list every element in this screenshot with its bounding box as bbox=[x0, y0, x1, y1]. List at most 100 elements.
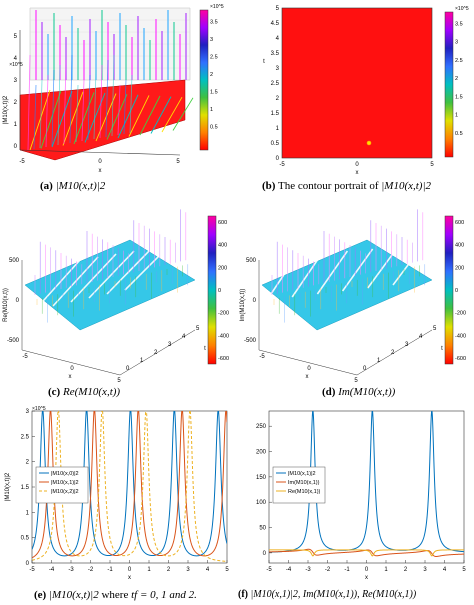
c-t-tick: 1 bbox=[140, 358, 144, 364]
f-y-tick: 250 bbox=[256, 424, 267, 430]
f-legend-entry: Im(M10(x,1)) bbox=[288, 480, 320, 486]
a-front-spike bbox=[105, 59, 109, 138]
caption-b-label: (b) bbox=[262, 180, 276, 192]
f-x-tick: -3 bbox=[305, 567, 311, 573]
d-z-label: Im(M10(x,t)) bbox=[240, 289, 246, 322]
a-colorbar-tick: 1.5 bbox=[210, 89, 218, 95]
b-y-tick: 1.5 bbox=[271, 111, 280, 117]
e-legend-entry: |M10(x,2)|2 bbox=[51, 489, 79, 495]
a-front-spike bbox=[51, 69, 55, 147]
c-colorbar-tick: -600 bbox=[218, 356, 229, 362]
e-x-tick: 1 bbox=[147, 567, 151, 573]
b-y-tick: 0.5 bbox=[271, 141, 280, 147]
a-x-tick: 5 bbox=[176, 159, 180, 165]
e-x-tick: 3 bbox=[186, 567, 190, 573]
f-y-tick: 200 bbox=[256, 450, 267, 456]
e-x-tick: 0 bbox=[128, 567, 132, 573]
d-colorbar-tick: -200 bbox=[455, 311, 466, 317]
b-colorbar-exponent: ×10^5 bbox=[455, 6, 469, 12]
a-front-spike bbox=[33, 84, 37, 150]
caption-e-tail: tf = 0, 1 and 2. bbox=[131, 589, 197, 601]
a-z-tick: 1 bbox=[14, 122, 18, 128]
c-x-axis bbox=[21, 349, 121, 376]
a-z-tick: 5 bbox=[14, 34, 18, 40]
c-colorbar-tick: 600 bbox=[218, 220, 227, 226]
a-front-spike bbox=[63, 59, 67, 145]
c-z-tick: 0 bbox=[16, 298, 20, 304]
e-legend-entry: |M10(x,0)|2 bbox=[51, 471, 79, 477]
caption-d-math: Im(M10(x,t)) bbox=[338, 386, 396, 398]
e-x-tick: -3 bbox=[68, 567, 74, 573]
a-front-spike bbox=[117, 84, 121, 136]
a-ridge bbox=[40, 90, 62, 149]
c-t-tick: 3 bbox=[168, 342, 172, 348]
a-ridge bbox=[128, 95, 150, 137]
c-z-tick: 500 bbox=[9, 258, 20, 264]
caption-a-math: |M10(x,t)|2 bbox=[55, 180, 106, 192]
d-t-label: t bbox=[441, 346, 443, 352]
a-colorbar-tick: 2 bbox=[210, 72, 213, 78]
a-front-spike bbox=[81, 79, 85, 142]
b-y-tick: 4 bbox=[276, 36, 280, 42]
caption-d: (d) Im(M10(x,t)) bbox=[322, 386, 395, 398]
caption-b-math: |M10(x,t)|2 bbox=[381, 180, 431, 192]
c-colorbar: 600 400 200 0 -200 -400 -600 bbox=[207, 215, 229, 365]
d-t-tick: 0 bbox=[363, 366, 367, 372]
b-colorbar-tick: 0.5 bbox=[455, 131, 463, 137]
a-front-spike bbox=[57, 64, 61, 146]
caption-c-math: Re(M10(x,t)) bbox=[62, 386, 121, 398]
e-y-tick: 0.5 bbox=[21, 536, 30, 542]
c-ridge bbox=[34, 259, 81, 311]
c-t-tick: 2 bbox=[154, 350, 158, 356]
c-z-label: Re(M10(x,t)) bbox=[3, 288, 9, 322]
c-x-label: x bbox=[69, 374, 72, 380]
caption-e-text: where bbox=[101, 589, 129, 601]
d-z-tick: -500 bbox=[244, 338, 257, 344]
a-colorbar-tick: 0.5 bbox=[210, 124, 218, 130]
a-front-spike bbox=[69, 54, 73, 144]
b-y-tick: 2.5 bbox=[271, 81, 280, 87]
a-front-spike bbox=[93, 69, 97, 140]
b-y-tick: 0 bbox=[276, 156, 280, 162]
b-colorbar-rect bbox=[444, 11, 454, 158]
a-colorbar-tick: 3.5 bbox=[210, 19, 218, 25]
d-colorbar: 600 400 200 0 -200 -400 -600 bbox=[444, 215, 466, 365]
a-z-tick: 4 bbox=[14, 56, 18, 62]
c-t-label: t bbox=[204, 346, 206, 352]
f-x-tick: 3 bbox=[423, 567, 427, 573]
e-x-tick: -2 bbox=[88, 567, 94, 573]
f-x-tick: -4 bbox=[286, 567, 292, 573]
b-colorbar-tick: 1 bbox=[455, 113, 458, 119]
chart-f-line: -5 -4 -3 -2 -1 0 1 2 3 4 5 x 0 50 100 150 200 250 |M10(x,1… bbox=[256, 410, 466, 581]
a-x-tick: 0 bbox=[98, 159, 102, 165]
b-y-tick: 3.5 bbox=[271, 51, 280, 57]
e-series-group bbox=[32, 411, 227, 562]
f-series-group bbox=[269, 411, 464, 557]
b-colorbar-tick: 2.5 bbox=[455, 58, 463, 64]
d-t-tick: 1 bbox=[377, 358, 381, 364]
e-series-2 bbox=[32, 411, 227, 562]
a-z-exponent: ×10^5 bbox=[9, 62, 23, 68]
a-ridge bbox=[117, 94, 139, 139]
a-front-spike bbox=[87, 74, 91, 141]
e-y-tick: 2.5 bbox=[21, 434, 30, 440]
e-legend-entry: |M10(x,1)|2 bbox=[51, 480, 79, 486]
caption-c: (c) Re(M10(x,t)) bbox=[48, 386, 120, 398]
d-x-tick: 0 bbox=[307, 366, 311, 372]
a-colorbar-tick: 3 bbox=[210, 37, 213, 43]
b-x-tick: 0 bbox=[355, 162, 359, 168]
b-colorbar-tick: 3 bbox=[455, 40, 458, 46]
e-x-tick: 2 bbox=[167, 567, 171, 573]
f-series-0 bbox=[269, 411, 464, 553]
f-x-tick: 2 bbox=[404, 567, 408, 573]
a-colorbar-exponent: ×10^5 bbox=[210, 4, 224, 10]
caption-c-label: (c) bbox=[48, 386, 61, 398]
f-legend: |M10(x,1)|2 Im(M10(x,1)) Re(M10(x,1)) bbox=[272, 466, 326, 504]
e-legend: |M10(x,0)|2 |M10(x,1)|2 |M10(x,2)|2 bbox=[35, 466, 89, 504]
chart-a-surface: -5 0 5 x 0 1 2 3 4 5 ×10^5 |M10(x,t)|2 0.5 1 1.5 2 2.5 3 3… bbox=[3, 4, 224, 174]
d-colorbar-tick: 200 bbox=[455, 265, 464, 271]
c-t-axis bbox=[119, 329, 196, 376]
a-ridge bbox=[62, 91, 84, 146]
b-colorbar: 0.5 1 1.5 2 2.5 3 3.5 ×10^5 bbox=[444, 6, 469, 158]
